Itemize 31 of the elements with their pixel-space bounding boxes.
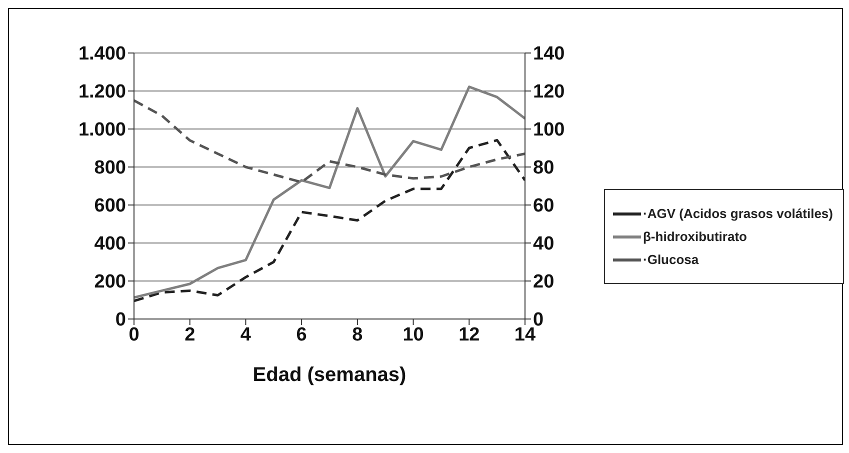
legend-label: ·AGV (Acidos grasos volátiles)	[643, 206, 833, 221]
line-series	[134, 99, 525, 184]
y-tick-label: 200	[94, 272, 126, 293]
legend-label: ·Glucosa	[643, 252, 699, 267]
y-tick-label: 1.400	[78, 44, 126, 65]
x-tick-label: 14	[514, 324, 536, 346]
line-series	[134, 86, 525, 299]
y2-tick-label: 140	[533, 44, 565, 65]
x-tick-label: 4	[240, 324, 252, 346]
x-tick-label: 8	[352, 324, 363, 346]
y2-tick-label: 120	[533, 82, 565, 103]
y-tick-label: 600	[94, 196, 126, 217]
x-tick-label: 2	[184, 324, 196, 346]
y2-tick-label: 100	[533, 120, 565, 141]
y2-tick-label: 80	[533, 158, 554, 179]
y-tick-label: 800	[94, 158, 126, 179]
y2-tick-label: 40	[533, 234, 554, 255]
y-tick-label: 0	[115, 310, 126, 331]
x-tick-label: 12	[458, 324, 480, 346]
y2-tick-label: 0	[533, 310, 544, 331]
x-tick-label: 6	[296, 324, 307, 346]
legend-label: β-hidroxibutirato	[643, 229, 747, 244]
line-series	[134, 138, 525, 302]
y2-tick-label: 20	[533, 272, 554, 293]
y2-tick-label: 60	[533, 196, 554, 217]
x-axis-title: Edad (semanas)	[252, 364, 406, 386]
y-tick-label: 400	[94, 234, 126, 255]
x-tick-label: 10	[402, 324, 424, 346]
x-tick-label: 0	[128, 324, 140, 346]
y-tick-label: 1.000	[78, 120, 126, 141]
y-tick-label: 1.200	[78, 82, 126, 103]
